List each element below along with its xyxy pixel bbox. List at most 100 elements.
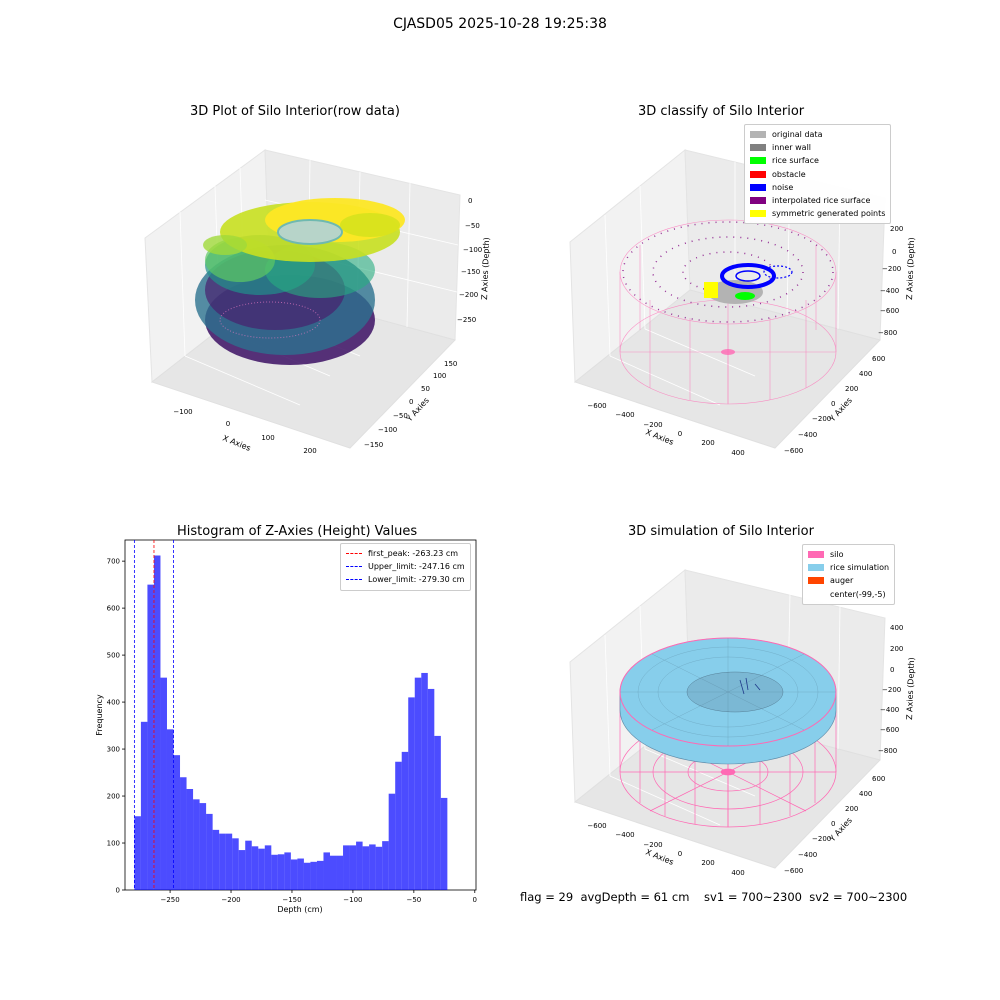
legend-line <box>346 566 362 568</box>
legend-label: interpolated rice surface <box>772 196 871 206</box>
sim-ztick: 200 <box>890 645 903 653</box>
raw-xtick: 0 <box>226 420 230 428</box>
legend-label: silo <box>830 550 844 560</box>
legend-label: Upper_limit: -247.16 cm <box>368 562 465 572</box>
histogram-bar <box>212 829 220 890</box>
classify-ztick: −400 <box>880 287 899 295</box>
histogram-ylabel: Frequency <box>95 694 104 736</box>
legend-swatch <box>808 564 824 572</box>
histogram-bar <box>251 846 259 890</box>
histogram-bar <box>369 844 376 890</box>
histogram-bar <box>284 852 291 890</box>
legend-swatch <box>808 551 824 559</box>
histogram-xtick-label: 0 <box>473 896 477 904</box>
legend-entry: Lower_limit: -279.30 cm <box>346 573 465 586</box>
sim-xtick: −200 <box>643 841 662 849</box>
histogram-legend: first_peak: -263.23 cm Upper_limit: -247… <box>340 543 471 591</box>
raw-ztick: −200 <box>459 291 478 299</box>
classify-ztick: 0 <box>892 248 896 256</box>
classify-ytick: −200 <box>812 415 831 423</box>
histogram-bar <box>382 841 389 890</box>
classify-xtick: 400 <box>731 449 744 457</box>
raw-ztick: −250 <box>457 316 476 324</box>
classify-symmetric-points <box>704 282 718 298</box>
raw-ytick: −150 <box>364 441 383 449</box>
classify-noise <box>763 265 793 279</box>
classify-xtick: 200 <box>701 439 714 447</box>
histogram-bar <box>310 861 317 890</box>
classify-pane-floor <box>573 289 881 449</box>
histogram-chart: −250 −200 −150 −100 −50 0 0 100 200 300 400 500 600… <box>95 539 477 914</box>
histogram-bar <box>134 816 141 890</box>
classify-legend: original data inner wall rice surface ob… <box>744 124 892 225</box>
legend-swatch <box>750 170 766 178</box>
histogram-bar <box>440 797 448 890</box>
sim-ytick: 0 <box>831 820 835 828</box>
histogram-xticks: −250 −200 −150 −100 −50 0 <box>160 890 477 904</box>
histogram-bar <box>225 833 233 890</box>
sim-zlabel: Z Axies (Depth) <box>905 657 916 720</box>
sim-ytick: −600 <box>784 867 803 875</box>
legend-swatch <box>750 197 766 205</box>
sim-ytick: −200 <box>812 835 831 843</box>
classify-ytick: 0 <box>831 400 835 408</box>
histogram-bar <box>232 838 239 890</box>
classify-ytick: 400 <box>859 370 872 378</box>
histogram-xlabel: Depth (cm) <box>277 905 322 914</box>
histogram-bar <box>388 793 396 890</box>
histogram-bar <box>329 855 337 890</box>
raw-plot-title: 3D Plot of Silo Interior(row data) <box>190 104 400 119</box>
raw-point-cloud <box>195 198 405 365</box>
histogram-bar <box>186 788 194 890</box>
legend-swatch <box>750 131 766 139</box>
sim-ztick: 400 <box>890 624 903 632</box>
histogram-bar <box>193 799 200 890</box>
legend-label: obstacle <box>772 169 806 179</box>
histogram-bar <box>395 761 402 890</box>
legend-swatch <box>750 183 766 191</box>
classify-ztick: 200 <box>890 225 903 233</box>
sim-xtick: −600 <box>587 822 606 830</box>
sim-ztick: −200 <box>882 686 901 694</box>
classify-ztick: −600 <box>880 307 899 315</box>
histogram-bar <box>421 672 428 890</box>
legend-label: original data <box>772 130 823 140</box>
classify-interpolated-surface <box>652 236 804 308</box>
legend-entry: interpolated rice surface <box>750 194 885 207</box>
classify-noise <box>720 263 776 289</box>
legend-entry: symmetric generated points <box>750 207 885 220</box>
classify-noise <box>735 270 761 282</box>
histogram-bar <box>264 845 272 890</box>
sim-xtick: 0 <box>678 850 682 858</box>
raw-ytick: 50 <box>421 385 430 393</box>
classify-interpolated-surface <box>622 221 834 323</box>
legend-label: auger <box>830 576 854 586</box>
raw-ytick: 150 <box>444 360 457 368</box>
sim-ztick: 0 <box>890 666 894 674</box>
histogram-title: Histogram of Z-Axies (Height) Values <box>177 524 418 539</box>
legend-label: inner wall <box>772 143 812 153</box>
sim-ytick: −400 <box>798 851 817 859</box>
histogram-bar <box>427 688 435 890</box>
classify-ytick: 200 <box>845 385 858 393</box>
histogram-bar <box>238 850 246 890</box>
raw-ztick: −50 <box>465 222 480 230</box>
histogram-bar <box>173 755 181 890</box>
histogram-bar <box>303 862 311 890</box>
histogram-bar <box>140 721 148 890</box>
raw-ytick: −100 <box>378 426 397 434</box>
classify-ytick: −400 <box>798 431 817 439</box>
legend-swatch <box>750 210 766 218</box>
histogram-bar <box>290 859 298 890</box>
legend-entry: first_peak: -263.23 cm <box>346 547 465 560</box>
raw-xtick: 100 <box>261 434 274 442</box>
legend-swatch <box>808 590 824 598</box>
sim-xtick: 200 <box>701 859 714 867</box>
raw-ytick: 100 <box>433 372 446 380</box>
classify-xtick: −200 <box>643 421 662 429</box>
legend-label: rice surface <box>772 156 819 166</box>
histogram-ytick-label: 600 <box>107 605 120 613</box>
histogram-bars <box>134 555 448 890</box>
histogram-yticks: 0 100 200 300 400 500 600 700 <box>107 558 125 895</box>
